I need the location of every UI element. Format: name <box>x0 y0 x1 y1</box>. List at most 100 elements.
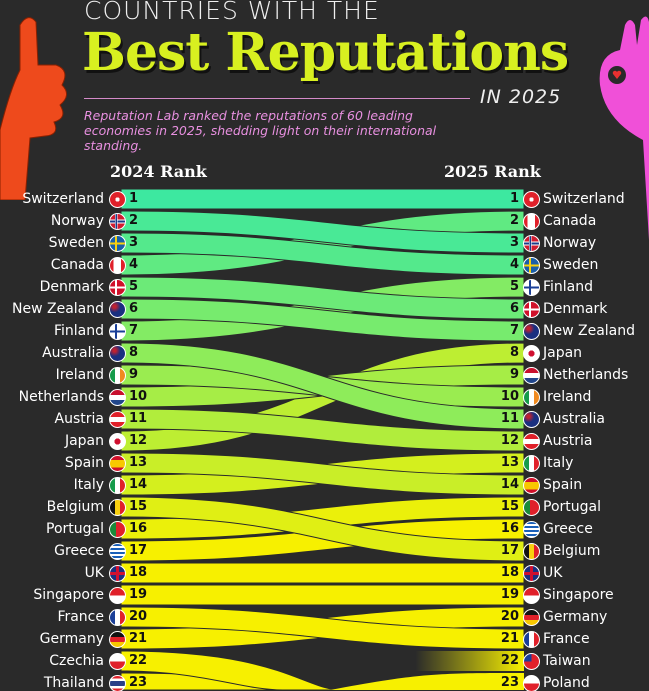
left-column-header: 2024 Rank <box>110 162 207 181</box>
country-name-2025: Portugal <box>543 499 601 515</box>
rank-2025: 16 <box>500 521 519 536</box>
flag-australia-icon <box>523 410 540 428</box>
country-name-2024: France <box>57 609 104 625</box>
country-name-2024: Belgium <box>46 499 104 515</box>
country-name-2024: Portugal <box>46 521 104 537</box>
band-spain <box>120 452 525 496</box>
flag-taiwan-icon <box>523 652 540 670</box>
rank-2025: 5 <box>509 279 519 294</box>
band-belgium <box>120 496 525 562</box>
flag-portugal-icon <box>109 520 126 538</box>
flag-switzerland-icon <box>523 190 540 208</box>
rank-2025: 17 <box>500 543 519 558</box>
rank-2025: 15 <box>500 499 519 514</box>
flag-germany-icon <box>109 630 126 648</box>
flag-france-icon <box>523 630 540 648</box>
rank-2025: 10 <box>500 389 519 404</box>
rank-2024: 9 <box>129 367 139 382</box>
rank-2024: 13 <box>129 455 148 470</box>
band-poland <box>330 673 524 690</box>
rank-2024: 22 <box>129 653 148 668</box>
country-name-2025: Poland <box>543 675 590 691</box>
country-name-2024: Japan <box>64 433 104 449</box>
band-taiwan <box>415 651 524 671</box>
flag-belgium-icon <box>523 542 540 560</box>
country-name-2024: Ireland <box>55 367 104 383</box>
flag-new-zealand-icon <box>109 300 126 318</box>
country-name-2025: UK <box>543 565 563 581</box>
divider <box>84 98 470 99</box>
flag-japan-icon <box>109 432 126 450</box>
rank-2025: 12 <box>500 433 519 448</box>
country-name-2024: Canada <box>50 257 104 273</box>
flag-portugal-icon <box>523 498 540 516</box>
country-name-2025: Taiwan <box>543 653 591 669</box>
flag-singapore-icon <box>109 586 126 604</box>
country-name-2025: Spain <box>543 477 583 493</box>
rank-2024: 6 <box>129 301 139 316</box>
rank-2025: 8 <box>509 345 519 360</box>
country-name-2025: Austria <box>543 433 593 449</box>
rank-2025: 22 <box>500 653 519 668</box>
country-name-2024: Germany <box>39 631 104 647</box>
flag-switzerland-icon <box>109 190 126 208</box>
country-name-2024: Netherlands <box>18 389 104 405</box>
flag-norway-icon <box>109 212 126 230</box>
band-singapore <box>120 584 525 606</box>
flag-czechia-icon <box>109 652 126 670</box>
rank-2025: 19 <box>500 587 519 602</box>
rank-2025: 18 <box>500 565 519 580</box>
flag-uk-icon <box>523 564 540 582</box>
country-name-2024: Italy <box>73 477 104 493</box>
flag-new-zealand-icon <box>523 322 540 340</box>
rank-2024: 8 <box>129 345 139 360</box>
country-name-2024: Sweden <box>48 235 104 251</box>
flag-germany-icon <box>523 608 540 626</box>
country-name-2025: Ireland <box>543 389 592 405</box>
rank-2025: 7 <box>509 323 519 338</box>
flag-norway-icon <box>523 234 540 252</box>
country-name-2024: Singapore <box>33 587 104 603</box>
band-denmark <box>120 276 525 320</box>
rank-2025: 1 <box>509 191 519 206</box>
rank-2025: 11 <box>500 411 519 426</box>
flag-spain-icon <box>109 454 126 472</box>
band-australia <box>120 342 525 430</box>
country-name-2025: Greece <box>543 521 593 537</box>
flag-canada-icon <box>523 212 540 230</box>
flag-spain-icon <box>523 476 540 494</box>
country-name-2025: Denmark <box>543 301 608 317</box>
flag-italy-icon <box>523 454 540 472</box>
country-name-2024: Czechia <box>49 653 104 669</box>
country-name-2025: Netherlands <box>543 367 629 383</box>
rank-2024: 10 <box>129 389 148 404</box>
country-name-2025: Germany <box>543 609 608 625</box>
rank-2024: 7 <box>129 323 139 338</box>
flag-austria-icon <box>109 410 126 428</box>
country-name-2024: Switzerland <box>22 191 104 207</box>
country-name-2024: Thailand <box>43 675 104 691</box>
rank-2024: 23 <box>129 675 148 690</box>
country-name-2024: Spain <box>64 455 104 471</box>
band-greece <box>120 518 525 562</box>
thumbs-up-hand-icon <box>0 17 67 200</box>
flag-ireland-icon <box>109 366 126 384</box>
flag-sweden-icon <box>109 234 126 252</box>
country-name-2025: Australia <box>543 411 605 427</box>
country-name-2025: Sweden <box>543 257 599 273</box>
rank-2024: 1 <box>129 191 139 206</box>
subtitle: Reputation Lab ranked the reputations of… <box>84 108 437 153</box>
rank-2024: 12 <box>129 433 148 448</box>
rank-2024: 3 <box>129 235 139 250</box>
country-name-2025: Belgium <box>543 543 601 559</box>
flag-finland-icon <box>109 322 126 340</box>
country-name-2025: Singapore <box>543 587 614 603</box>
flag-netherlands-icon <box>109 388 126 406</box>
flag-japan-icon <box>523 344 540 362</box>
rank-2025: 6 <box>509 301 519 316</box>
title-prefix: COUNTRIES WITH THE <box>84 0 380 25</box>
band-france <box>120 606 525 650</box>
flag-singapore-icon <box>523 586 540 604</box>
